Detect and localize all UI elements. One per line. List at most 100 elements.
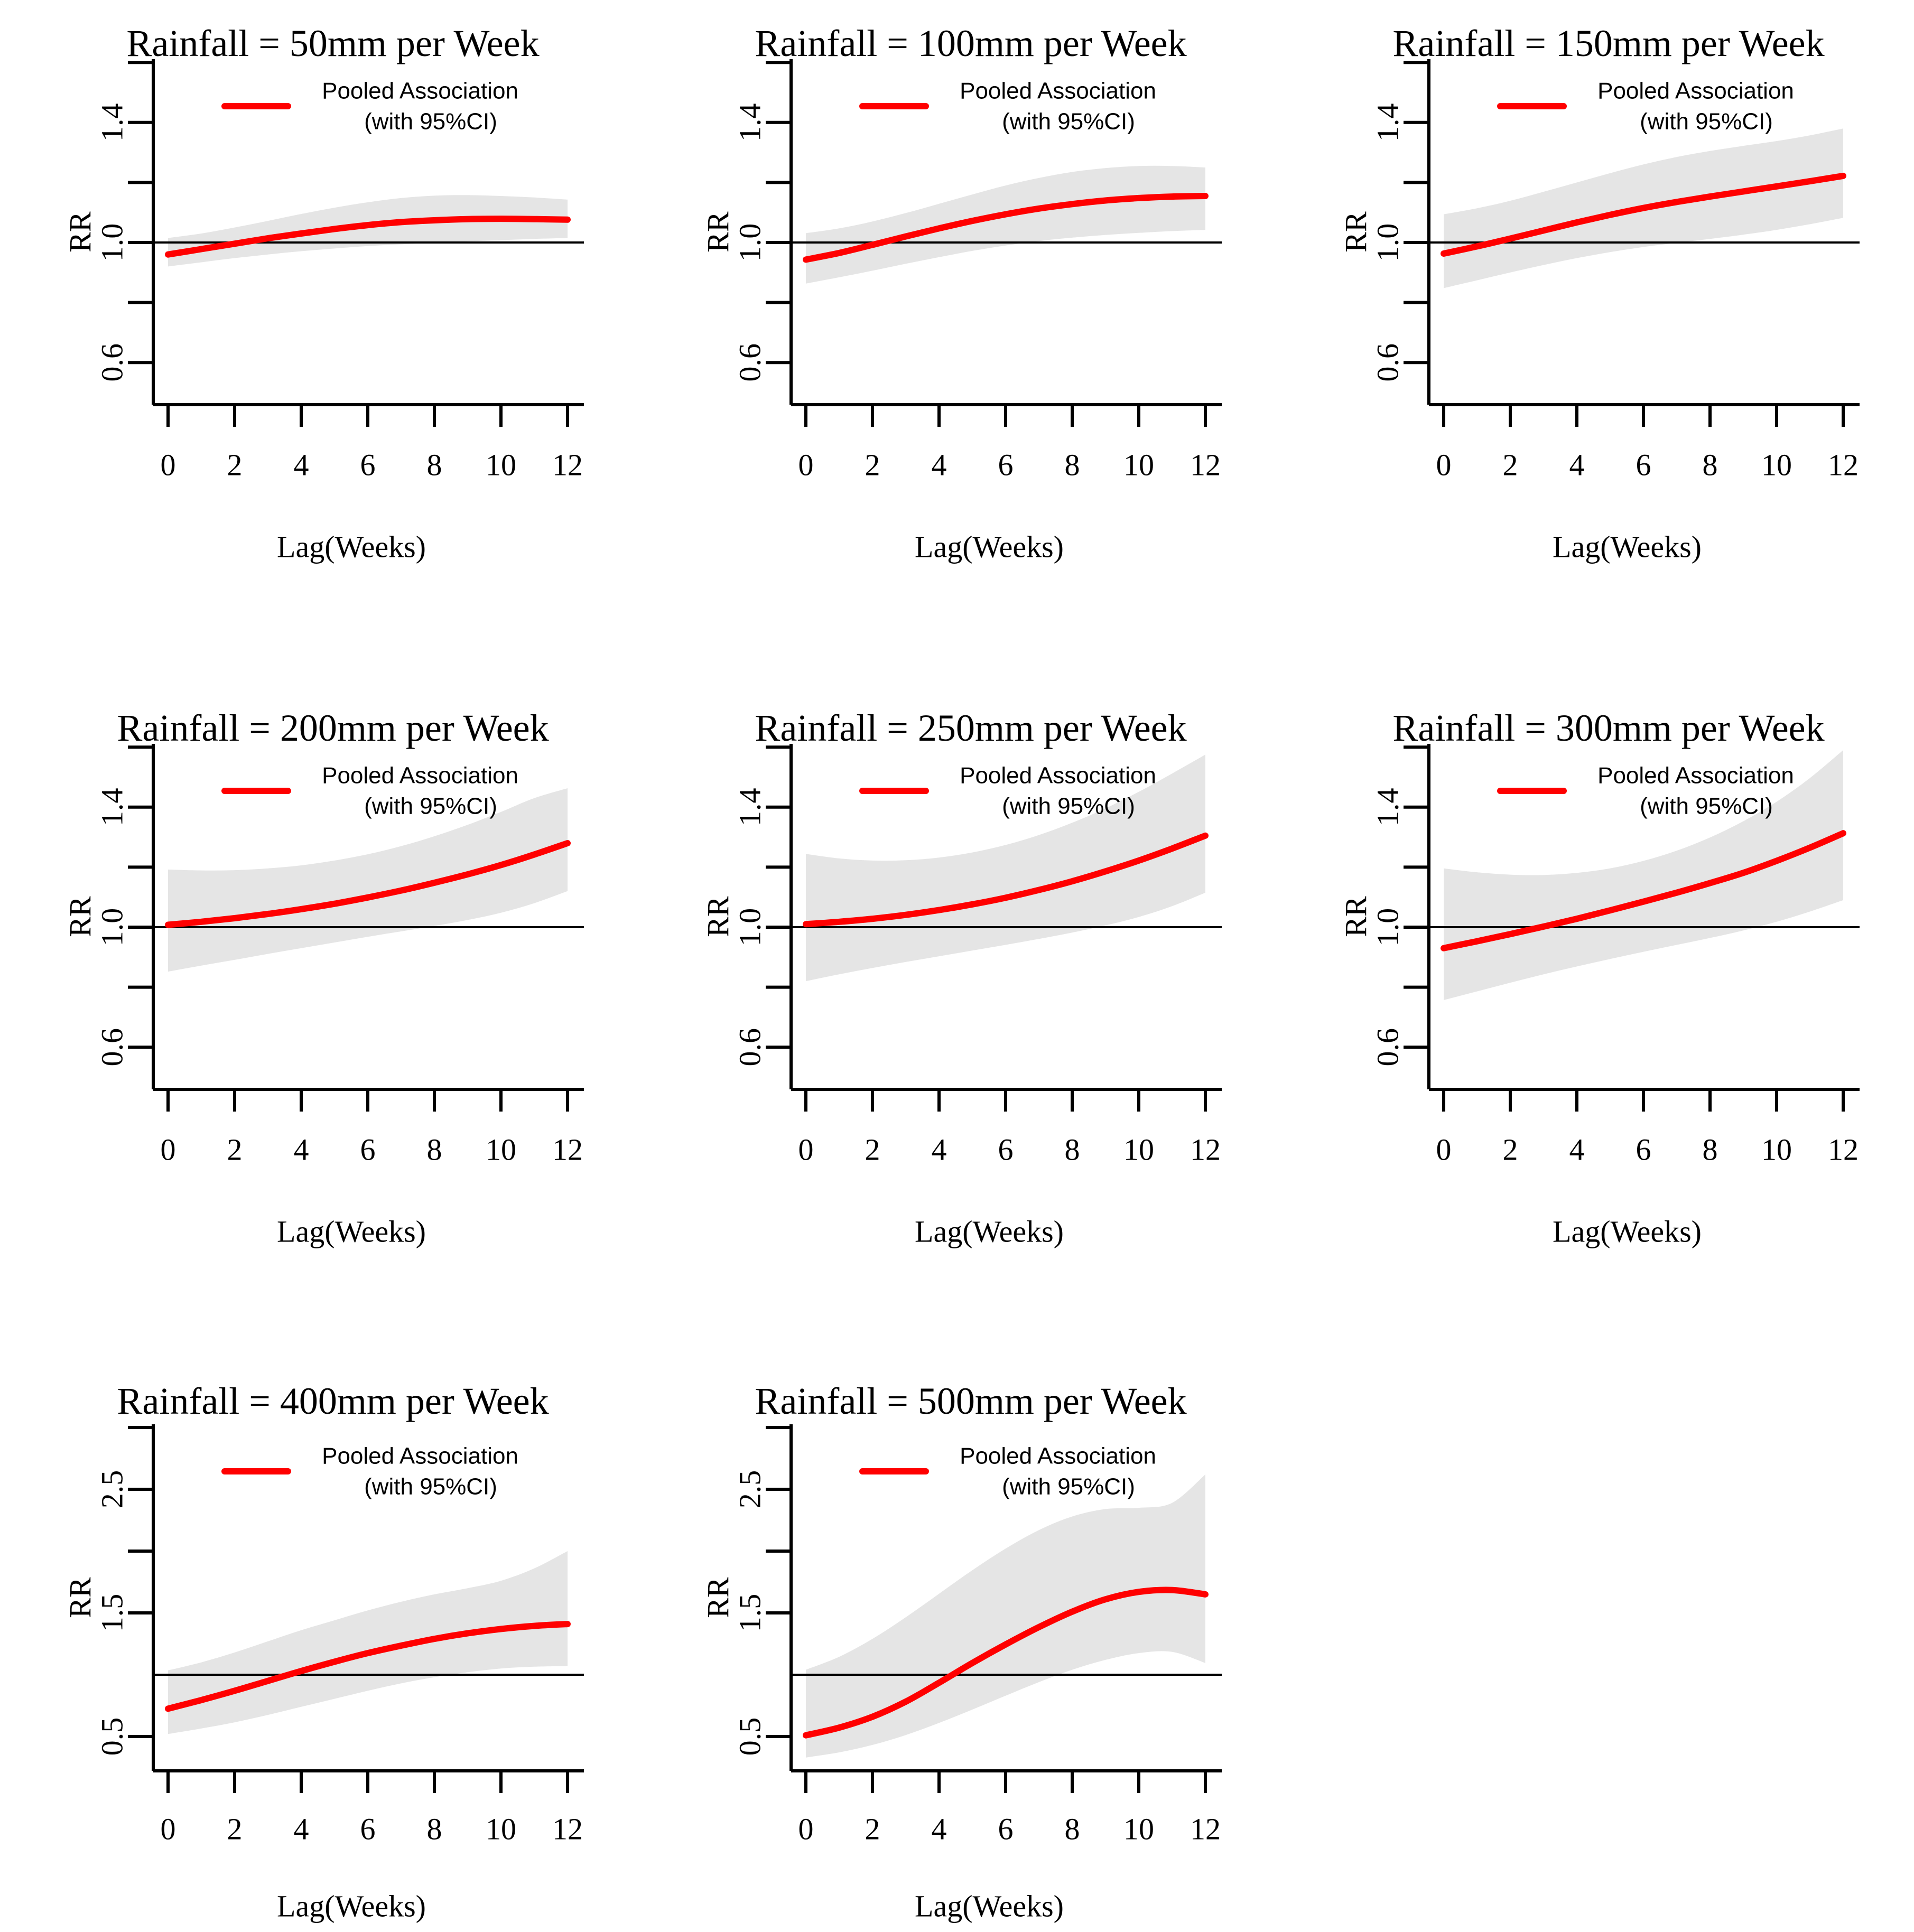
pooled-association-curve: [1441, 830, 1846, 951]
x-tick-label: 12: [1190, 1133, 1221, 1167]
y-axis-title: RR: [63, 211, 98, 253]
pooled-association-curve: [165, 840, 571, 928]
x-tick-label: 0: [798, 1812, 814, 1846]
panel-title: Rainfall = 100mm per Week: [755, 22, 1186, 64]
x-tick-label: 8: [427, 1133, 442, 1167]
x-tick-label: 0: [161, 1812, 176, 1846]
legend-label-line1: Pooled Association: [322, 763, 518, 789]
confidence-band: [168, 788, 568, 972]
x-tick-label: 10: [486, 1812, 516, 1846]
y-tick-label: 0.5: [95, 1718, 129, 1756]
x-tick-label: 12: [1828, 1133, 1859, 1167]
panel-title: Rainfall = 150mm per Week: [1392, 22, 1824, 64]
panel-500mm: 2.5 1.5 0.5 0 2 4 6 8 10 12 Rainfall = 500mm per W…: [701, 1380, 1222, 1924]
panel-200mm: 1.4 1.0 0.6 0 2 4 6 8 10 12 Rainfall = 200mm per W…: [63, 707, 584, 1249]
panel-title: Rainfall = 400mm per Week: [117, 1380, 549, 1422]
y-tick-label: 0.6: [95, 1028, 129, 1067]
x-tick-label: 0: [1436, 448, 1452, 482]
x-tick-label: 12: [552, 448, 583, 482]
x-tick-label: 6: [360, 1133, 376, 1167]
x-tick-label: 2: [227, 448, 243, 482]
pooled-association-curve: [803, 193, 1209, 263]
x-tick-label: 6: [998, 1812, 1014, 1846]
legend-label-line2: (with 95%CI): [1002, 1474, 1135, 1500]
x-tick-label: 4: [294, 1812, 309, 1846]
x-tick-label: 4: [932, 448, 947, 482]
x-axis-title: Lag(Weeks): [915, 1889, 1064, 1924]
y-tick-label: 1.5: [733, 1594, 767, 1632]
x-tick-label: 6: [1636, 448, 1651, 482]
x-tick-label: 12: [552, 1812, 583, 1846]
legend-label-line1: Pooled Association: [1597, 763, 1794, 789]
x-tick-label: 8: [427, 448, 442, 482]
legend-label-line1: Pooled Association: [1597, 78, 1794, 104]
legend-label-line1: Pooled Association: [960, 1443, 1156, 1469]
x-tick-label: 2: [865, 448, 880, 482]
x-axis-title: Lag(Weeks): [1553, 530, 1702, 564]
x-axis-title: Lag(Weeks): [277, 1889, 426, 1924]
x-tick-label: 0: [161, 1133, 176, 1167]
panel-100mm: 1.4 1.0 0.6 0 2 4 6 8 10 12 Rainfall = 100mm per W…: [701, 22, 1222, 564]
x-tick-label: 12: [552, 1133, 583, 1167]
x-tick-label: 8: [1703, 448, 1718, 482]
y-axis-title: RR: [701, 211, 736, 253]
confidence-band: [168, 195, 568, 267]
y-tick-label: 2.5: [95, 1470, 129, 1509]
panel-title: Rainfall = 300mm per Week: [1392, 707, 1824, 749]
y-axis-title: RR: [701, 896, 736, 937]
y-tick-label: 0.6: [1371, 343, 1405, 382]
x-tick-label: 4: [294, 1133, 309, 1167]
panel-250mm: 1.4 1.0 0.6 0 2 4 6 8 10 12 Rainfall = 250mm per W…: [701, 707, 1222, 1249]
x-tick-label: 2: [865, 1133, 880, 1167]
pooled-association-curve: [803, 832, 1209, 928]
x-tick-label: 4: [1569, 1133, 1585, 1167]
x-tick-label: 10: [486, 1133, 516, 1167]
y-tick-label: 1.0: [1371, 908, 1405, 947]
pooled-association-curve: [165, 216, 571, 258]
pooled-association-curve: [1441, 172, 1846, 257]
legend-label-line1: Pooled Association: [322, 78, 518, 104]
y-axis-title: RR: [1339, 211, 1373, 253]
x-axis-title: Lag(Weeks): [277, 530, 426, 564]
x-tick-label: 8: [427, 1812, 442, 1846]
y-tick-label: 1.0: [95, 223, 129, 262]
legend-label-line2: (with 95%CI): [364, 1474, 497, 1500]
legend-label-line1: Pooled Association: [322, 1443, 518, 1469]
x-tick-label: 6: [998, 1133, 1014, 1167]
x-tick-label: 10: [1123, 1812, 1154, 1846]
y-axis-title: RR: [63, 896, 98, 937]
confidence-band: [1444, 750, 1843, 1000]
x-tick-label: 8: [1065, 1812, 1080, 1846]
y-tick-label: 1.4: [733, 788, 767, 827]
x-tick-label: 12: [1828, 448, 1859, 482]
x-tick-label: 8: [1703, 1133, 1718, 1167]
panel-title: Rainfall = 200mm per Week: [117, 707, 549, 749]
confidence-band: [806, 165, 1205, 284]
pooled-association-curve: [165, 1621, 571, 1712]
x-tick-label: 10: [1761, 448, 1792, 482]
panel-400mm: 2.5 1.5 0.5 0 2 4 6 8 10 12 Rainfall = 400mm per W…: [63, 1380, 584, 1924]
legend-label-line2: (with 95%CI): [1640, 794, 1773, 819]
y-tick-label: 0.6: [1371, 1028, 1405, 1067]
panel-title: Rainfall = 250mm per Week: [755, 707, 1186, 749]
x-tick-label: 10: [1123, 1133, 1154, 1167]
x-tick-label: 6: [360, 1812, 376, 1846]
x-tick-label: 2: [865, 1812, 880, 1846]
x-tick-label: 4: [1569, 448, 1585, 482]
y-tick-label: 0.5: [733, 1718, 767, 1756]
x-tick-label: 8: [1065, 1133, 1080, 1167]
y-tick-label: 2.5: [733, 1470, 767, 1509]
panel-title: Rainfall = 50mm per Week: [126, 22, 539, 64]
x-tick-label: 4: [294, 448, 309, 482]
x-tick-label: 4: [932, 1133, 947, 1167]
y-axis-title: RR: [701, 1577, 736, 1618]
x-tick-label: 6: [1636, 1133, 1651, 1167]
legend-label-line2: (with 95%CI): [1002, 109, 1135, 135]
x-tick-label: 10: [1123, 448, 1154, 482]
legend-label-line1: Pooled Association: [960, 763, 1156, 789]
y-tick-label: 1.4: [1371, 104, 1405, 142]
confidence-band: [806, 1474, 1205, 1758]
x-tick-label: 2: [1503, 448, 1518, 482]
y-tick-label: 1.0: [733, 223, 767, 262]
y-tick-label: 0.6: [733, 343, 767, 382]
